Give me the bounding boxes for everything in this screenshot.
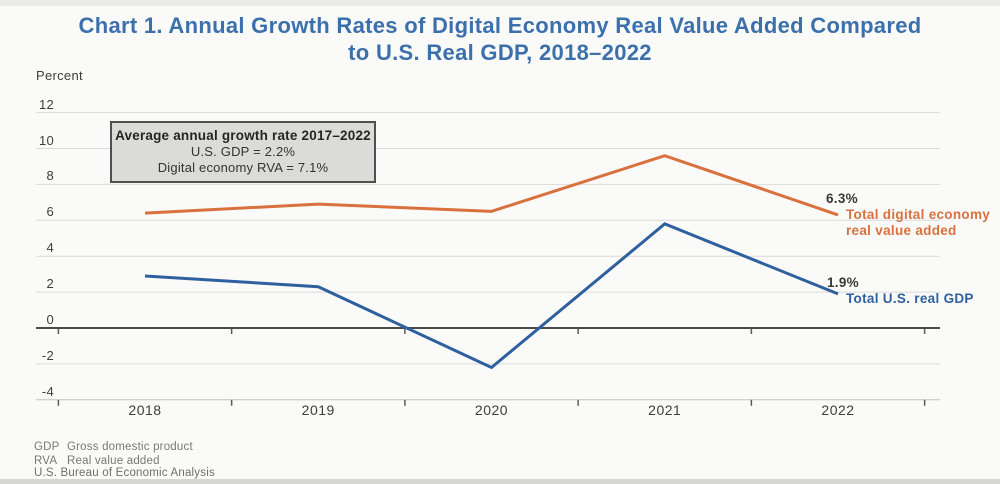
x-tick-label: 2019 — [301, 402, 335, 418]
y-tick-label: 4 — [46, 240, 54, 256]
digital-series-end-value: 6.3% — [826, 191, 858, 206]
digital-series-label-line2: real value added — [846, 223, 957, 238]
annotation-rva-line: Digital economy RVA = 7.1% — [157, 160, 329, 175]
chart-title-line1: Chart 1. Annual Growth Rates of Digital … — [78, 13, 922, 38]
chart-title: Chart 1. Annual Growth Rates of Digital … — [0, 12, 1000, 66]
frame-bottom-band — [0, 479, 1000, 484]
series-line — [144, 222, 839, 370]
y-tick-label: 0 — [46, 312, 54, 327]
x-tick-label: 2022 — [821, 402, 855, 418]
gdp-series-end-value: 1.9% — [827, 275, 859, 290]
footnote-rva: RVA Real value added — [34, 455, 193, 469]
footnote-gdp-term: GDP — [34, 441, 60, 453]
y-tick-label: 12 — [38, 96, 54, 112]
footnote-rva-definition: Real value added — [67, 454, 160, 467]
x-tick-label: 2018 — [128, 402, 162, 418]
y-tick-label: -4 — [41, 383, 54, 399]
annotation-gdp-line: U.S. GDP = 2.2% — [190, 144, 296, 159]
footnote-rva-term: RVA — [34, 454, 58, 467]
gdp-series-label: Total U.S. real GDP — [846, 291, 974, 306]
y-tick-label: 6 — [46, 204, 54, 220]
x-tick-label: 2021 — [648, 402, 682, 418]
y-axis-unit-label: Percent — [36, 68, 83, 83]
frame-top-band — [0, 0, 1000, 6]
digital-series-label: Total digital economy real value added — [846, 207, 990, 239]
y-tick-label: 2 — [46, 276, 54, 292]
footnote-gdp-definition: Gross domestic product — [67, 441, 193, 453]
y-tick-label: -2 — [41, 347, 54, 363]
average-growth-annotation-box: Average annual growth rate 2017–2022 U.S… — [110, 121, 376, 183]
footnotes: GDP Gross domestic product RVA Real value … — [34, 441, 193, 468]
chart-title-line2: to U.S. Real GDP, 2018–2022 — [348, 40, 652, 65]
source-attribution: U.S. Bureau of Economic Analysis — [34, 467, 215, 479]
digital-series-label-line1: Total digital economy — [846, 207, 991, 222]
y-tick-label: 8 — [46, 168, 54, 184]
annotation-title: Average annual growth rate 2017–2022 — [115, 128, 371, 143]
footnote-gdp: GDP Gross domestic product — [34, 441, 193, 455]
y-tick-label: 10 — [38, 132, 54, 148]
x-tick-label: 2020 — [474, 402, 509, 418]
series-line — [144, 154, 839, 217]
